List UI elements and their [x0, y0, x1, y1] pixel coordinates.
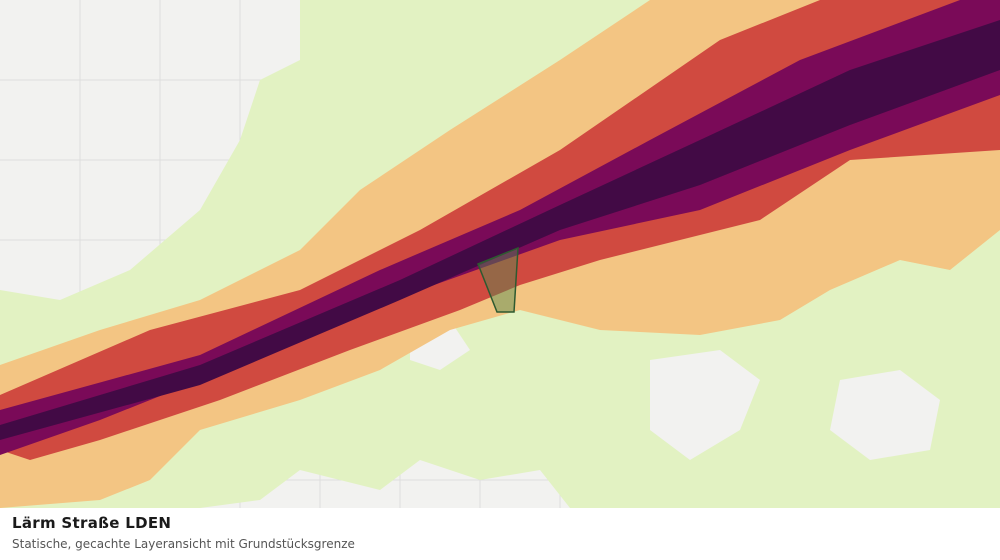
noise-zone-75	[0, 20, 1000, 440]
parcel-boundary	[477, 246, 519, 313]
noise-zone-70	[0, 0, 1000, 455]
layer-subtitle: Statische, gecachte Layeransicht mit Gru…	[12, 537, 355, 551]
map-clearing	[650, 350, 760, 460]
map	[0, 0, 1000, 508]
layer-title: Lärm Straße LDEN	[12, 514, 172, 532]
caption: Lärm Straße LDEN Statische, gecachte Lay…	[0, 508, 1000, 560]
map-clearing	[830, 370, 940, 460]
